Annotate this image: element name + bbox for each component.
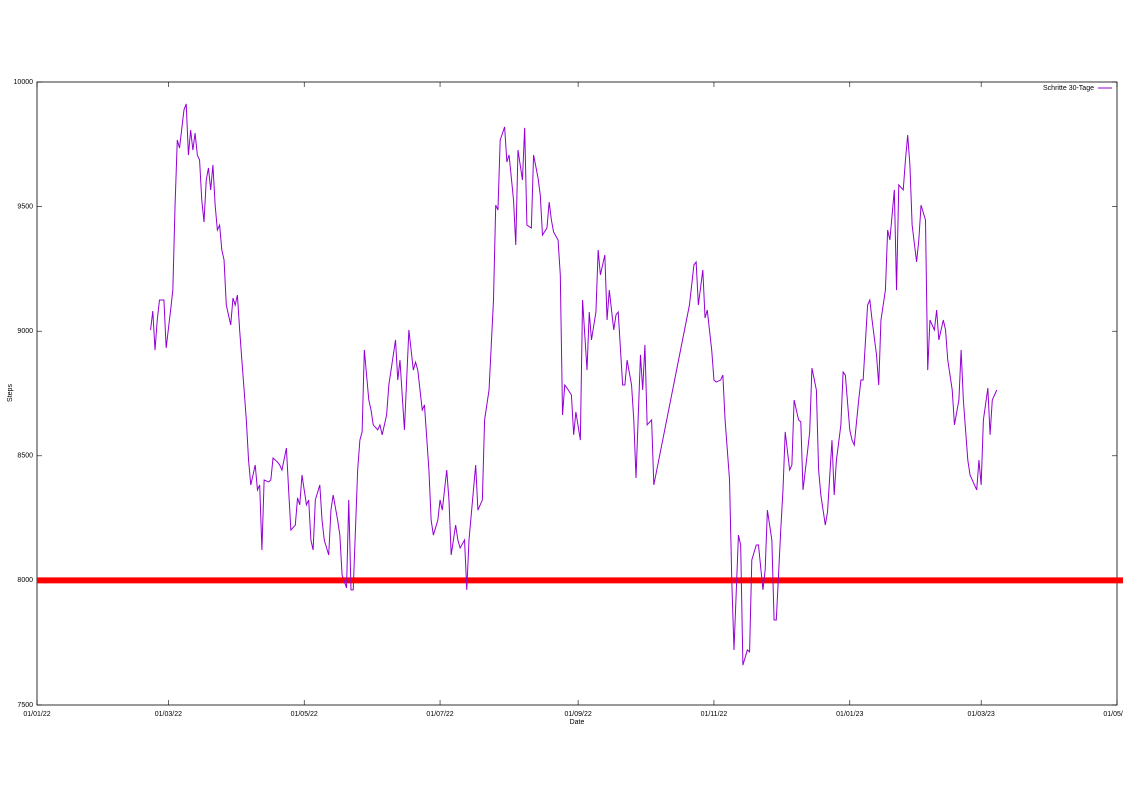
x-tick-label: 01/05/23: [1103, 711, 1123, 718]
y-tick-label: 7500: [17, 702, 33, 709]
data-line: [150, 103, 998, 666]
x-tick-label: 01/07/22: [426, 711, 453, 718]
y-tick-label: 8000: [17, 577, 33, 584]
x-tick-label: 01/11/22: [701, 711, 728, 718]
x-tick-label: 01/05/22: [291, 711, 318, 718]
x-tick-label: 01/09/22: [564, 711, 591, 718]
x-tick-label: 01/01/23: [836, 711, 863, 718]
y-tick-label: 9500: [17, 203, 33, 210]
x-tick-label: 01/03/23: [968, 711, 995, 718]
legend-label: Schritte 30-Tage: [1043, 85, 1094, 92]
y-tick-label: 9000: [17, 328, 33, 335]
y-axis-label: Steps: [7, 384, 14, 402]
y-tick-label: 10000: [14, 79, 34, 86]
y-tick-label: 8500: [17, 453, 33, 460]
x-tick-label: 01/03/22: [155, 711, 182, 718]
plot-border: [36, 81, 1118, 706]
x-axis-label: Date: [570, 719, 585, 726]
x-tick-label: 01/01/22: [23, 711, 50, 718]
